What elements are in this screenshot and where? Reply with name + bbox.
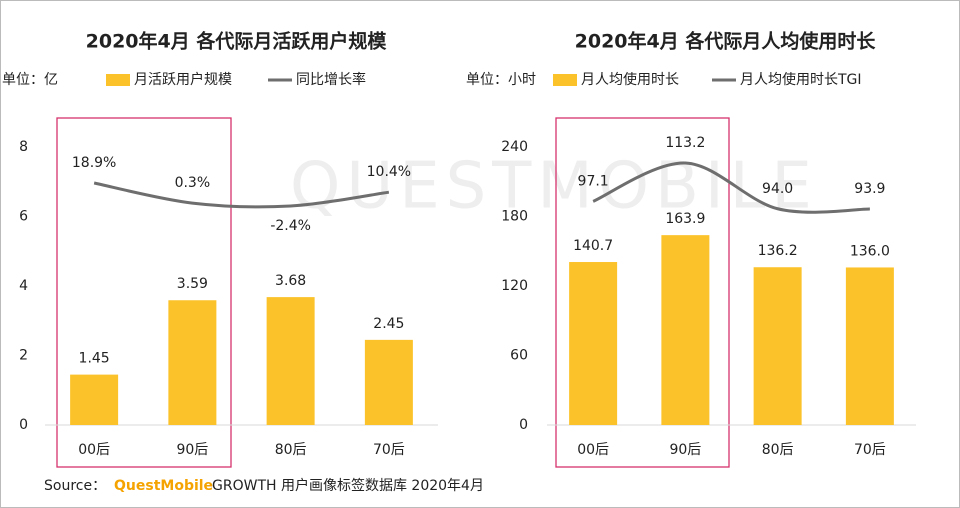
data-label: 94.0 bbox=[762, 181, 793, 197]
data-label: 93.9 bbox=[854, 181, 885, 197]
data-label: 1.45 bbox=[79, 351, 110, 367]
legend-label: 月活跃用户规模 bbox=[134, 71, 232, 88]
line bbox=[93, 181, 390, 209]
bar bbox=[70, 374, 119, 425]
data-label: 0.3% bbox=[175, 175, 211, 191]
bar bbox=[364, 339, 413, 425]
bar bbox=[845, 267, 894, 425]
data-label: 113.2 bbox=[665, 135, 705, 151]
data-label: 10.4% bbox=[367, 164, 411, 180]
source-prefix: Source： bbox=[44, 478, 106, 494]
chart-title: 2020年4月 各代际月人均使用时长 bbox=[575, 30, 877, 53]
data-label: 136.0 bbox=[850, 243, 890, 259]
y-tick-label: 2 bbox=[19, 348, 28, 364]
x-tick-label: 90后 bbox=[176, 442, 208, 458]
watermark: QUESTMOBILE bbox=[290, 150, 818, 224]
x-tick-label: 70后 bbox=[854, 442, 886, 458]
data-label: 3.59 bbox=[177, 276, 208, 292]
x-tick-label: 80后 bbox=[762, 442, 794, 458]
data-label: 18.9% bbox=[72, 155, 116, 171]
x-tick-label: 00后 bbox=[577, 442, 609, 458]
legend-label: 月人均使用时长 bbox=[581, 71, 679, 88]
data-label: 3.68 bbox=[275, 273, 306, 289]
x-tick-label: 90后 bbox=[669, 442, 701, 458]
bar bbox=[168, 300, 217, 425]
highlight-box bbox=[555, 117, 730, 468]
y-tick-label: 0 bbox=[19, 417, 28, 433]
y-tick-label: 180 bbox=[501, 209, 528, 225]
bar bbox=[661, 235, 710, 425]
x-tick-label: 00后 bbox=[78, 442, 110, 458]
bar bbox=[266, 297, 315, 425]
data-label: 2.45 bbox=[373, 316, 404, 332]
y-tick-label: 0 bbox=[519, 417, 528, 433]
chart-title: 2020年4月 各代际月活跃用户规模 bbox=[86, 30, 388, 53]
legend-label: 同比增长率 bbox=[296, 71, 366, 88]
y-tick-label: 4 bbox=[19, 278, 28, 294]
data-label: 163.9 bbox=[665, 211, 705, 227]
bar bbox=[753, 267, 802, 425]
data-label: 97.1 bbox=[578, 173, 609, 189]
source-brand: QuestMobile bbox=[114, 478, 213, 494]
highlight-box bbox=[56, 117, 232, 468]
y-tick-label: 60 bbox=[510, 348, 528, 364]
data-label: 140.7 bbox=[573, 238, 613, 254]
x-tick-label: 70后 bbox=[373, 442, 405, 458]
y-tick-label: 8 bbox=[19, 139, 28, 155]
data-label: 136.2 bbox=[758, 243, 798, 259]
bar bbox=[569, 262, 618, 425]
y-tick-label: 240 bbox=[501, 139, 528, 155]
legend-swatch bbox=[106, 74, 130, 86]
data-label: -2.4% bbox=[270, 218, 311, 234]
legend-label: 月人均使用时长TGI bbox=[740, 71, 862, 88]
y-tick-label: 120 bbox=[501, 278, 528, 294]
y-tick-label: 6 bbox=[19, 209, 28, 225]
line bbox=[592, 161, 870, 214]
x-tick-label: 80后 bbox=[275, 442, 307, 458]
legend-swatch bbox=[553, 74, 577, 86]
source-text: GROWTH 用户画像标签数据库 2020年4月 bbox=[212, 477, 484, 494]
unit-label: 单位：亿 bbox=[2, 72, 58, 88]
unit-label: 单位：小时 bbox=[466, 72, 536, 88]
